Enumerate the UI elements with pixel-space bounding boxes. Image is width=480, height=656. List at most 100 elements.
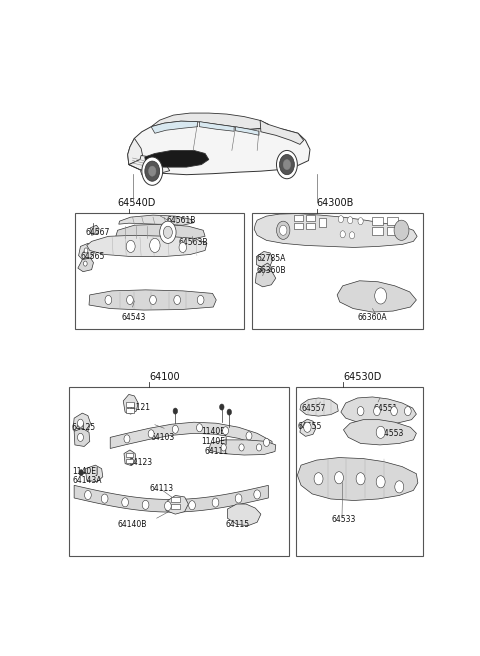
Circle shape	[373, 407, 380, 416]
Text: 64530D: 64530D	[344, 372, 382, 382]
Circle shape	[196, 424, 203, 432]
Circle shape	[395, 481, 404, 493]
Circle shape	[79, 470, 84, 476]
Circle shape	[227, 409, 231, 415]
Text: 64533: 64533	[332, 515, 356, 523]
Circle shape	[348, 216, 353, 224]
Text: 62785A: 62785A	[256, 253, 286, 262]
Bar	[296, 387, 423, 556]
Circle shape	[165, 501, 171, 510]
Circle shape	[279, 225, 287, 236]
Text: 64540D: 64540D	[118, 197, 156, 207]
Circle shape	[179, 242, 186, 253]
Bar	[319, 218, 326, 227]
Circle shape	[145, 161, 160, 181]
Circle shape	[246, 432, 252, 440]
Bar	[126, 408, 134, 413]
Text: 64125: 64125	[72, 422, 96, 432]
Circle shape	[105, 295, 112, 304]
Text: 64115: 64115	[226, 520, 250, 529]
Circle shape	[148, 166, 156, 176]
Bar	[386, 227, 398, 236]
Text: 1140EJ: 1140EJ	[202, 427, 228, 436]
Text: 64100: 64100	[149, 372, 180, 382]
Polygon shape	[337, 281, 416, 312]
Polygon shape	[209, 440, 276, 455]
Polygon shape	[116, 224, 205, 240]
Polygon shape	[260, 120, 304, 144]
Polygon shape	[87, 236, 207, 256]
Circle shape	[126, 240, 135, 253]
Text: 64543: 64543	[121, 313, 146, 321]
Text: 64140B: 64140B	[118, 520, 147, 529]
Circle shape	[148, 430, 154, 438]
Polygon shape	[128, 121, 310, 174]
Text: 1140EJ: 1140EJ	[72, 467, 98, 476]
Circle shape	[405, 407, 411, 416]
Circle shape	[221, 444, 226, 451]
Bar	[126, 459, 133, 462]
Circle shape	[219, 404, 224, 410]
Circle shape	[173, 408, 178, 414]
Circle shape	[84, 491, 91, 500]
Text: 66360A: 66360A	[358, 313, 387, 321]
Polygon shape	[236, 127, 259, 135]
Text: 64561B: 64561B	[166, 216, 195, 224]
Text: 64567: 64567	[85, 228, 109, 237]
Polygon shape	[341, 397, 416, 424]
Circle shape	[254, 490, 261, 499]
Circle shape	[376, 426, 385, 438]
Circle shape	[279, 155, 294, 174]
Circle shape	[150, 238, 160, 253]
Circle shape	[127, 295, 133, 304]
Polygon shape	[124, 450, 136, 466]
Polygon shape	[91, 225, 99, 236]
Circle shape	[264, 438, 269, 447]
Circle shape	[356, 473, 365, 485]
Polygon shape	[254, 214, 417, 247]
Circle shape	[239, 444, 244, 451]
Circle shape	[314, 473, 323, 485]
Text: 64563B: 64563B	[178, 238, 208, 247]
Text: 64113: 64113	[149, 484, 173, 493]
Circle shape	[358, 218, 363, 225]
Bar	[75, 213, 244, 329]
Polygon shape	[300, 398, 338, 416]
Circle shape	[394, 220, 409, 240]
Circle shape	[256, 444, 262, 451]
Circle shape	[142, 501, 149, 510]
Bar	[294, 223, 303, 229]
Circle shape	[197, 295, 204, 304]
Text: 66360B: 66360B	[256, 266, 286, 275]
Polygon shape	[110, 422, 272, 453]
Polygon shape	[129, 155, 170, 173]
Polygon shape	[344, 420, 416, 445]
Text: 64551: 64551	[373, 403, 397, 413]
Polygon shape	[145, 150, 209, 167]
Bar	[126, 402, 134, 407]
Circle shape	[357, 407, 364, 416]
Polygon shape	[119, 215, 194, 225]
Polygon shape	[151, 113, 268, 129]
Bar	[305, 215, 315, 221]
Circle shape	[349, 232, 355, 239]
Bar	[372, 227, 383, 236]
Circle shape	[223, 427, 228, 435]
Text: 64565: 64565	[81, 252, 105, 261]
Bar	[386, 217, 398, 225]
Polygon shape	[228, 504, 261, 525]
Circle shape	[335, 472, 344, 484]
Circle shape	[189, 501, 195, 510]
Polygon shape	[128, 138, 143, 165]
Circle shape	[375, 288, 386, 304]
Polygon shape	[255, 270, 276, 287]
Text: 64557: 64557	[301, 403, 325, 413]
Bar	[294, 215, 303, 221]
Circle shape	[77, 419, 84, 427]
Circle shape	[150, 295, 156, 304]
Polygon shape	[85, 465, 103, 482]
Circle shape	[84, 261, 87, 266]
Text: 64300B: 64300B	[317, 197, 354, 207]
Polygon shape	[300, 419, 316, 436]
Circle shape	[276, 150, 297, 178]
